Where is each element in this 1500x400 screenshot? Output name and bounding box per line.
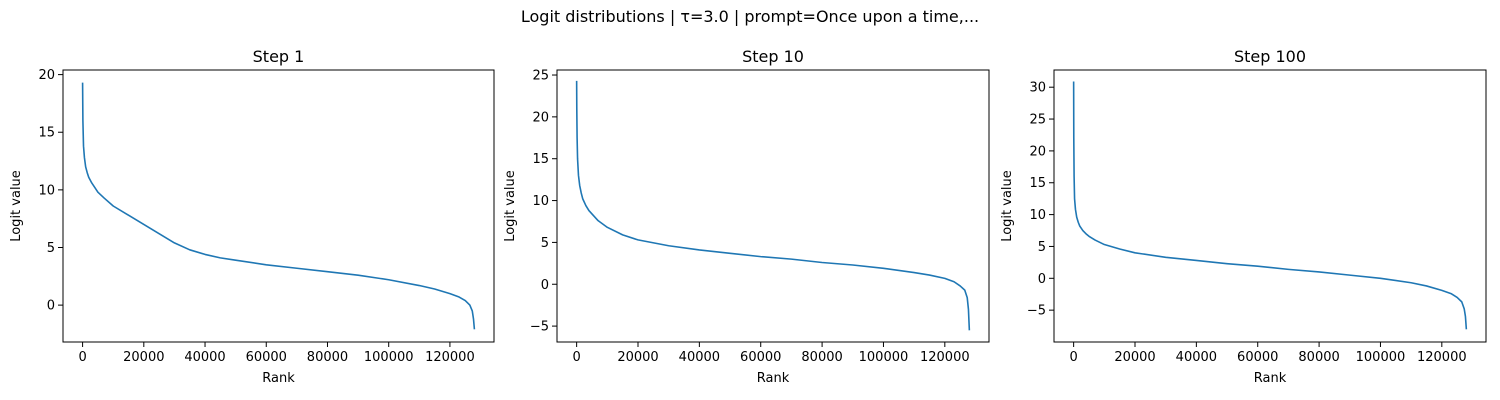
y-tick-label: 25 [532,69,549,84]
x-tick-label: 0 [1069,350,1077,365]
y-tick-label: 0 [1038,272,1046,287]
x-tick-label: 40000 [184,350,225,365]
x-tick-label: 120000 [920,350,970,365]
x-tick-label: 40000 [1176,350,1217,365]
subplot-title: Step 1 [253,47,305,66]
y-tick-label: 15 [38,126,55,141]
y-axis-label: Logit value [9,170,24,242]
x-tick-label: 60000 [246,350,287,365]
x-axis-label: Rank [757,371,790,386]
y-tick-label: 0 [541,278,549,293]
y-axis-label: Logit value [1000,170,1015,242]
x-tick-label: 20000 [617,350,658,365]
x-tick-label: 60000 [740,350,781,365]
y-tick-label: 20 [1029,144,1046,159]
x-tick-label: 0 [78,350,86,365]
axes-frame [1053,69,1487,343]
series-line-logits [1072,81,1468,330]
y-tick-label: 25 [1029,113,1046,128]
subplot-step-1: Step 1 0 20000 40000 60000 80000 100000 120000 0… [9,47,495,386]
x-tick-label: 100000 [1356,350,1406,365]
y-tick-label: 15 [1029,176,1046,191]
x-tick-label: 80000 [801,350,842,365]
y-tick-label: 10 [1029,208,1046,223]
x-tick-label: 120000 [1417,350,1467,365]
x-tick-label: 120000 [425,350,475,365]
y-tick-label: 30 [1029,81,1046,96]
figure-suptitle: Logit distributions | τ=3.0 | prompt=Onc… [521,7,979,26]
y-tick-label: 5 [541,236,549,251]
x-tick-label: 80000 [307,350,348,365]
y-tick-label: −5 [530,320,549,335]
y-tick-label: 5 [47,241,55,256]
x-tick-label: 20000 [123,350,164,365]
x-tick-label: 20000 [1114,350,1155,365]
x-tick-label: 100000 [859,350,909,365]
x-tick-label: 40000 [679,350,720,365]
subplot-step-10: Step 10 0 20000 40000 60000 80000 100000 120000… [503,47,990,386]
y-axis-label: Logit value [503,170,518,242]
x-axis-label: Rank [262,371,295,386]
subplot-step-100: Step 100 0 20000 40000 60000 80000 100000 12000… [1000,47,1487,386]
y-tick-label: 10 [532,194,549,209]
subplot-title: Step 100 [1234,47,1306,66]
y-tick-label: 5 [1038,240,1046,255]
subplot-title: Step 10 [742,47,804,66]
series-line-logits [81,82,476,330]
x-tick-label: 60000 [1237,350,1278,365]
y-tick-label: 20 [38,68,55,83]
y-tick-label: 15 [532,152,549,167]
axes-frame [556,69,990,343]
x-axis-label: Rank [1254,371,1287,386]
x-tick-label: 100000 [364,350,414,365]
axes-frame [62,69,495,343]
y-tick-label: 20 [532,110,549,125]
series-line-logits [575,80,971,331]
x-tick-label: 0 [572,350,580,365]
x-tick-label: 80000 [1298,350,1339,365]
y-tick-label: 0 [47,299,55,314]
y-tick-label: −5 [1027,304,1046,319]
y-tick-label: 10 [38,183,55,198]
